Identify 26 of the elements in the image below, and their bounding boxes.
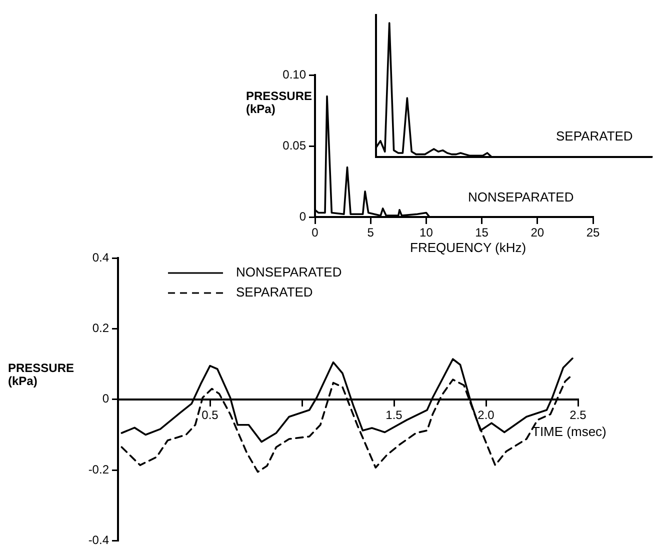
y-tick-label: -0.4 xyxy=(88,533,110,548)
x-tick-label: 20 xyxy=(530,226,544,240)
x-tick-label: 2.5 xyxy=(570,408,587,422)
x-tick-label: 0.5 xyxy=(202,408,219,422)
x-tick-label: 5 xyxy=(367,226,374,240)
x-tick-label: 10 xyxy=(420,226,434,240)
legend-label: SEPARATED xyxy=(236,284,313,300)
legend-label: NONSEPARATED xyxy=(236,264,342,280)
y-tick-label: 0.05 xyxy=(282,138,306,152)
x-tick-label: 1.5 xyxy=(386,408,403,422)
series-label: NONSEPARATED xyxy=(468,190,574,205)
y-tick-label: 0.2 xyxy=(92,321,110,336)
y-tick-label: 0 xyxy=(299,209,306,224)
x-tick-label: 0 xyxy=(312,226,319,240)
x-tick-label: 25 xyxy=(586,226,600,240)
y-tick-label: 0.10 xyxy=(282,67,306,82)
y-axis-title: PRESSURE (kPa) xyxy=(246,89,312,116)
y-tick-label: 0.4 xyxy=(92,250,110,264)
y-tick-label: 0 xyxy=(102,392,110,406)
x-tick-label: 15 xyxy=(475,226,489,240)
series-label: SEPARATED xyxy=(556,128,633,144)
y-axis-title: PRESSURE (kPa) xyxy=(8,361,76,388)
x-axis-title: FREQUENCY (kHz) xyxy=(410,240,526,255)
x-axis-title: TIME (msec) xyxy=(532,424,606,439)
x-tick-label: 2.0 xyxy=(478,408,495,422)
y-tick-label: -0.2 xyxy=(88,462,110,476)
